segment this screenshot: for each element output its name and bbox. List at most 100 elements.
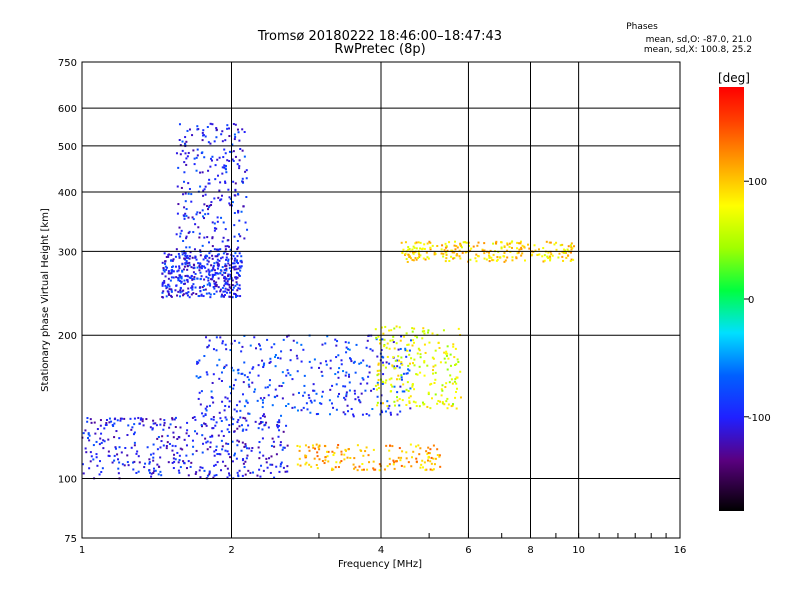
data-point — [178, 256, 181, 259]
data-point — [362, 468, 365, 471]
data-point — [244, 170, 247, 173]
data-point — [152, 471, 155, 474]
data-point — [242, 381, 245, 384]
data-point — [407, 461, 410, 464]
data-point — [376, 369, 379, 372]
data-point — [305, 461, 308, 464]
data-point — [244, 473, 247, 476]
data-point — [82, 472, 85, 475]
data-point — [228, 283, 231, 286]
data-point — [161, 283, 164, 286]
data-point — [394, 367, 397, 370]
data-point — [201, 171, 204, 174]
data-point — [286, 470, 289, 473]
data-point — [411, 251, 414, 254]
data-point — [220, 430, 223, 433]
data-point — [191, 256, 194, 259]
data-point — [305, 455, 308, 458]
data-point — [204, 257, 207, 260]
data-point — [401, 450, 404, 453]
data-point — [210, 201, 213, 204]
data-point — [100, 470, 103, 473]
data-point — [408, 401, 411, 404]
data-point — [281, 448, 284, 451]
data-point — [171, 444, 174, 447]
data-point — [353, 392, 356, 395]
data-point — [345, 351, 348, 354]
data-point — [414, 257, 417, 260]
data-point — [166, 434, 169, 437]
data-point — [393, 461, 396, 464]
data-point — [259, 422, 262, 425]
data-point — [214, 164, 217, 167]
data-point — [412, 339, 415, 342]
data-point — [195, 471, 198, 474]
data-point — [226, 428, 229, 431]
data-point — [286, 335, 289, 338]
data-point — [235, 276, 238, 279]
data-point — [358, 465, 361, 468]
data-point — [221, 445, 224, 448]
data-point — [271, 437, 274, 440]
data-point — [199, 466, 202, 469]
data-point — [451, 382, 454, 385]
data-point — [331, 450, 334, 453]
data-point — [265, 457, 268, 460]
data-point — [218, 411, 221, 414]
data-point — [232, 266, 235, 269]
data-point — [234, 265, 237, 268]
data-point — [519, 242, 522, 245]
data-point — [564, 249, 567, 252]
data-point — [388, 404, 391, 407]
data-point — [389, 390, 392, 393]
data-point — [216, 158, 219, 161]
data-point — [266, 338, 269, 341]
data-point — [177, 469, 180, 472]
data-point — [538, 253, 541, 256]
data-point — [211, 236, 214, 239]
data-point — [187, 460, 190, 463]
data-point — [232, 255, 235, 258]
data-point — [167, 255, 170, 258]
data-point — [161, 272, 164, 275]
data-point — [396, 413, 399, 416]
data-point — [186, 429, 189, 432]
data-point — [188, 128, 191, 131]
data-point — [396, 365, 399, 368]
data-point — [216, 261, 219, 264]
data-point — [225, 171, 228, 174]
data-point — [250, 449, 253, 452]
data-point — [438, 346, 441, 349]
data-point — [506, 243, 509, 246]
data-point — [348, 389, 351, 392]
data-point — [107, 454, 110, 457]
data-point — [397, 456, 400, 459]
data-point — [383, 344, 386, 347]
data-point — [225, 442, 228, 445]
data-point — [298, 457, 301, 460]
data-point — [268, 379, 271, 382]
data-point — [371, 349, 374, 352]
data-point — [404, 241, 407, 244]
data-point — [427, 393, 430, 396]
data-point — [191, 216, 194, 219]
data-point — [239, 269, 242, 272]
data-point — [327, 450, 330, 453]
data-point — [228, 150, 231, 153]
data-point — [271, 463, 274, 466]
data-point — [453, 251, 456, 254]
data-point — [249, 471, 252, 474]
data-point — [131, 426, 134, 429]
data-point — [376, 404, 379, 407]
data-point — [207, 260, 210, 263]
data-point — [172, 258, 175, 261]
data-point — [95, 440, 98, 443]
data-point — [564, 251, 567, 254]
data-point — [303, 391, 306, 394]
data-point — [418, 349, 421, 352]
data-point — [170, 289, 173, 292]
data-point — [455, 245, 458, 248]
data-point — [335, 356, 338, 359]
data-point — [338, 392, 341, 395]
data-point — [393, 467, 396, 470]
